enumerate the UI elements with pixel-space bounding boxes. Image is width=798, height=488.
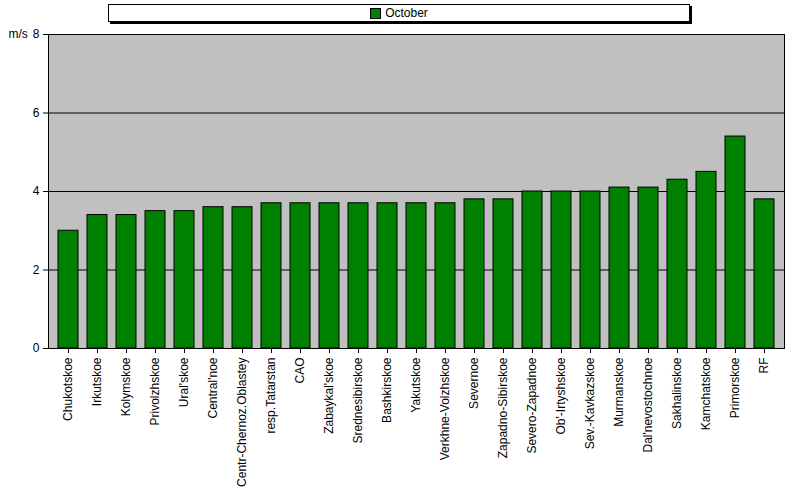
svg-text:Yakutskoe: Yakutskoe: [409, 357, 423, 412]
svg-text:Zabaykal'skoe: Zabaykal'skoe: [322, 357, 336, 434]
svg-text:2: 2: [33, 263, 40, 277]
html-text:October: October: [385, 6, 428, 20]
svg-text:Privolzhskoe: Privolzhskoe: [148, 357, 162, 425]
svg-text:Severnoe: Severnoe: [467, 357, 481, 409]
svg-text:Chukotskoe: Chukotskoe: [61, 357, 75, 421]
svg-text:m/s: m/s: [9, 27, 28, 41]
svg-text:Dal'nevostochnoe: Dal'nevostochnoe: [641, 357, 655, 452]
svg-text:Kamchatskoe: Kamchatskoe: [699, 357, 713, 430]
svg-text:Sev.-Kavkazskoe: Sev.-Kavkazskoe: [583, 357, 597, 449]
svg-text:RF: RF: [757, 358, 771, 374]
svg-text:Ob'-Irtyshskoe: Ob'-Irtyshskoe: [554, 357, 568, 434]
svg-text:4: 4: [33, 184, 40, 198]
svg-text:Ural'skoe: Ural'skoe: [177, 357, 191, 407]
svg-text:8: 8: [33, 27, 40, 41]
svg-text:Kolymskoe: Kolymskoe: [119, 357, 133, 416]
svg-text:Srednesibirskoe: Srednesibirskoe: [351, 357, 365, 443]
svg-text:Centr-Chernoz.Oblastey: Centr-Chernoz.Oblastey: [235, 358, 249, 487]
svg-text:Verkhne-Volzhskoe: Verkhne-Volzhskoe: [438, 357, 452, 460]
svg-text:resp.Tatarstan: resp.Tatarstan: [264, 358, 278, 434]
svg-text:Primorskoe: Primorskoe: [728, 357, 742, 418]
svg-text:Severo-Zapadnoe: Severo-Zapadnoe: [525, 357, 539, 453]
svg-text:CAO: CAO: [293, 358, 307, 384]
svg-text:6: 6: [33, 106, 40, 120]
svg-text:Murmanskoe: Murmanskoe: [612, 357, 626, 427]
svg-text:Bashkirskoe: Bashkirskoe: [380, 357, 394, 423]
svg-text:0: 0: [33, 341, 40, 355]
svg-text:Irkutskoe: Irkutskoe: [90, 357, 104, 406]
svg-text:Sakhalinskoe: Sakhalinskoe: [670, 357, 684, 429]
svg-text:Zapadno-Sibirskoe: Zapadno-Sibirskoe: [496, 357, 510, 458]
svg-text:Central'noe: Central'noe: [206, 357, 220, 418]
